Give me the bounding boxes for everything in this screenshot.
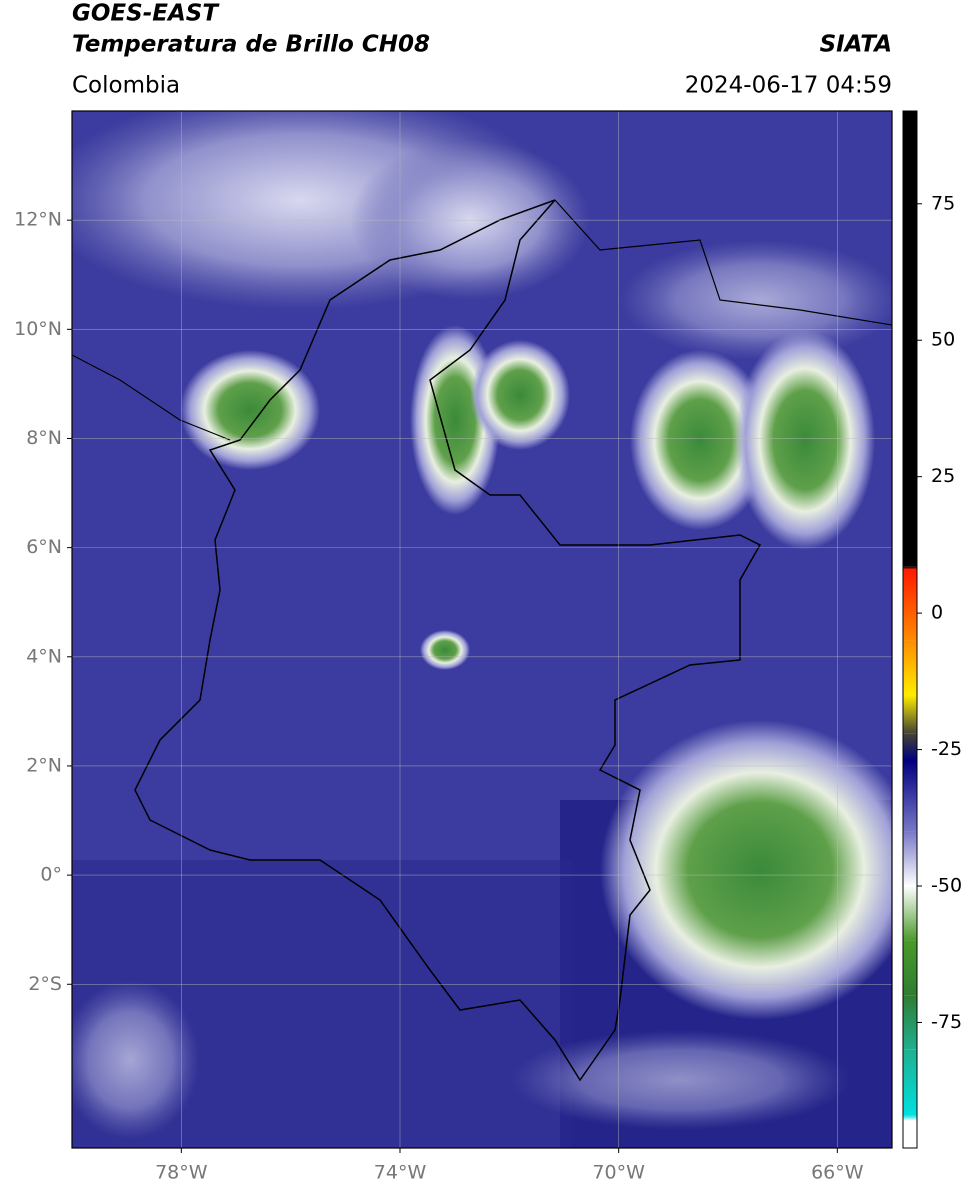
colorbar-segment [903, 640, 917, 695]
colorbar-segment [903, 831, 917, 887]
colorbar-segment [903, 569, 917, 641]
colorbar-segment [903, 995, 917, 1050]
y-tick-label: 10°N [14, 318, 62, 340]
colorbar-segment [903, 733, 917, 761]
colorbar-tick-label: 0 [931, 602, 943, 624]
colorbar-segment [903, 111, 917, 567]
datetime: 2024-06-17 04:59 [685, 73, 892, 99]
colorbar-segment [903, 1115, 917, 1121]
colorbar-frame [902, 110, 918, 1149]
y-tick-label: 2°N [26, 754, 62, 776]
colorbar-tick-label: -25 [931, 738, 962, 760]
coastline [72, 354, 231, 441]
colorbar-tick-label: -50 [931, 875, 962, 897]
colorbar-tick-label: 50 [931, 329, 955, 351]
y-tick-label: 2°S [28, 973, 62, 995]
source: SIATA [820, 32, 892, 58]
x-tick-label: 74°W [374, 1162, 427, 1184]
colorbar-segment [903, 566, 917, 570]
country-border [134, 199, 762, 1082]
map-frame [71, 110, 893, 1149]
colorbar-segment [903, 694, 917, 734]
x-tick-label: 66°W [811, 1162, 864, 1184]
colorbar-tick-label: 75 [931, 192, 955, 214]
x-tick-label: 78°W [155, 1162, 208, 1184]
subtitle: Temperatura de Brillo CH08 [72, 32, 430, 58]
y-tick-label: 8°N [26, 427, 62, 449]
y-tick-label: 4°N [26, 645, 62, 667]
y-tick-label: 12°N [14, 209, 62, 231]
y-tick-label: 0° [40, 864, 62, 886]
satellite-image [72, 111, 892, 1148]
coastline [554, 199, 892, 326]
colorbar-segment [903, 886, 917, 941]
colorbar-segment [903, 1120, 917, 1148]
colorbar-tick-label: 25 [931, 465, 955, 487]
colorbar-segment [903, 760, 917, 832]
colorbar-segment [903, 940, 917, 996]
x-tick-label: 70°W [592, 1162, 645, 1184]
y-tick-label: 6°N [26, 536, 62, 558]
colorbar-segment [903, 1049, 917, 1116]
title: GOES-EAST [72, 1, 220, 27]
colorbar-tick-label: -75 [931, 1011, 962, 1033]
region: Colombia [72, 73, 180, 99]
